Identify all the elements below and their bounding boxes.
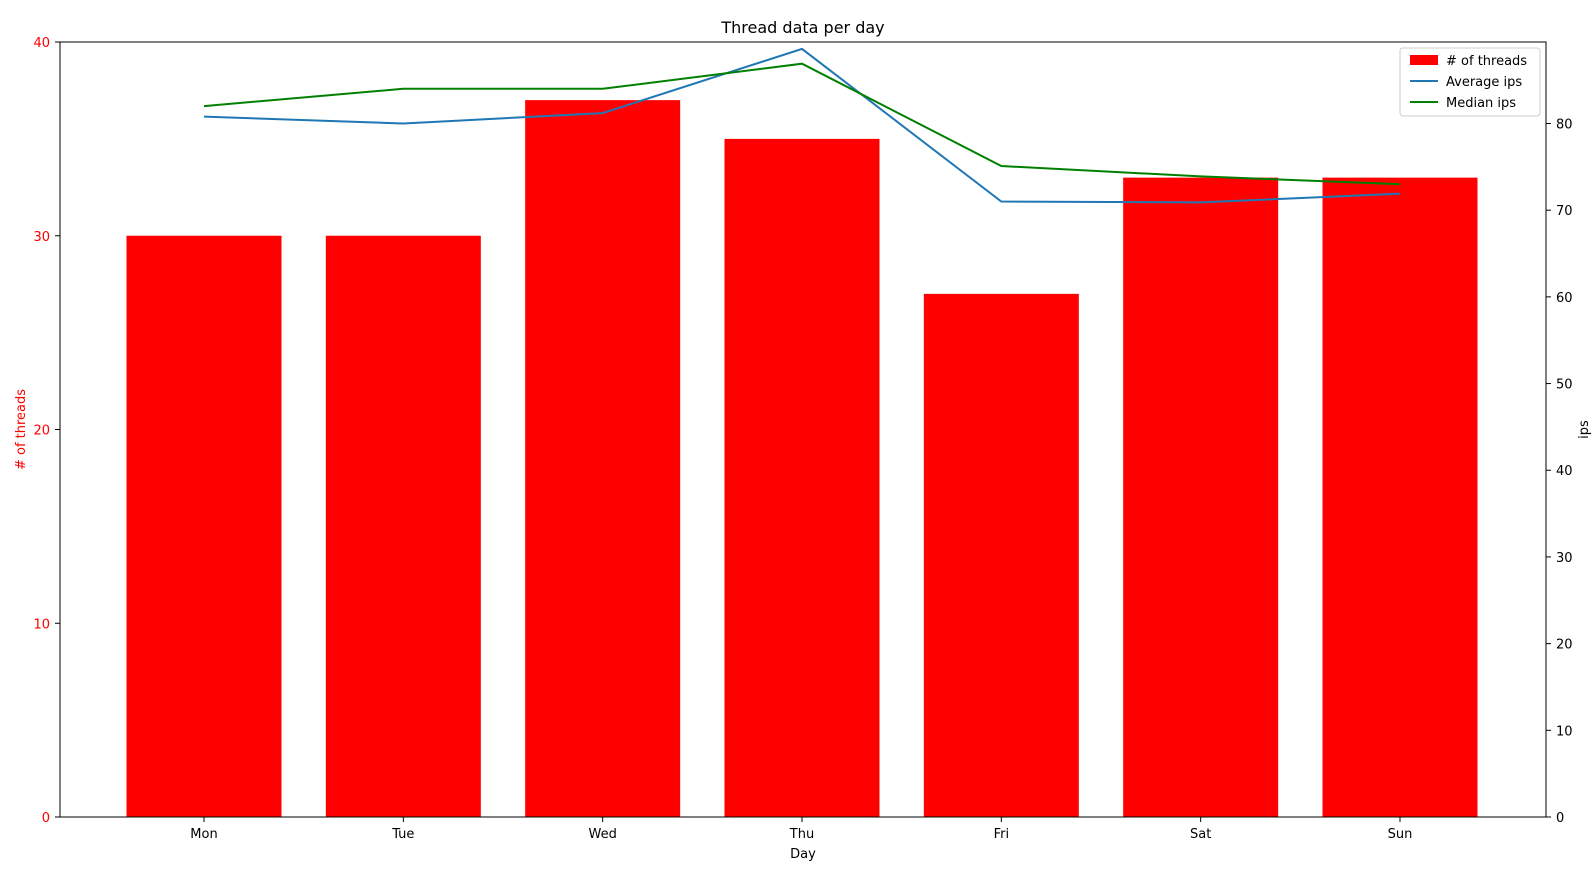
lines-layer <box>203 47 1401 204</box>
x-tick-label-thu: Thu <box>789 827 814 842</box>
x-tick-label-fri: Fri <box>994 827 1010 842</box>
y2-tick-label-80: 80 <box>1556 117 1573 132</box>
line-average-ips <box>203 47 1401 204</box>
bar-sun <box>1322 177 1478 817</box>
x-axis: Mon Tue Wed Thu Fri Sat Sun <box>190 817 1412 842</box>
bar-fri <box>923 293 1079 817</box>
legend-label-threads: # of threads <box>1446 54 1527 69</box>
y-tick-label-10: 10 <box>33 617 50 632</box>
y2-tick-label-20: 20 <box>1556 638 1573 653</box>
y2-tick-label-0: 0 <box>1556 811 1564 826</box>
x-tick-label-sat: Sat <box>1190 827 1211 842</box>
x-axis-label: Day <box>790 847 816 862</box>
legend-swatch-threads <box>1410 55 1438 65</box>
y2-tick-label-70: 70 <box>1556 204 1573 219</box>
line-median-ips <box>203 62 1401 186</box>
y2-tick-label-40: 40 <box>1556 464 1573 479</box>
y-tick-label-0: 0 <box>42 811 50 826</box>
bar-tue <box>325 235 481 817</box>
y2-tick-label-30: 30 <box>1556 551 1573 566</box>
bar-thu <box>724 138 880 817</box>
y2-tick-label-60: 60 <box>1556 291 1573 306</box>
x-tick-label-wed: Wed <box>588 827 616 842</box>
y-axis-left: 0 10 20 30 40 <box>33 36 60 826</box>
y-tick-label-30: 30 <box>33 230 50 245</box>
y2-tick-label-50: 50 <box>1556 378 1573 393</box>
bars-layer <box>126 100 1478 817</box>
legend: # of threads Average ips Median ips <box>1399 47 1541 117</box>
legend-label-average: Average ips <box>1446 75 1522 90</box>
y-axis-label: # of threads <box>14 389 29 470</box>
y-axis-right: 0 10 20 30 40 50 60 70 80 <box>1546 117 1573 826</box>
y-tick-label-20: 20 <box>33 424 50 439</box>
x-tick-label-sun: Sun <box>1388 827 1413 842</box>
x-tick-label-tue: Tue <box>391 827 414 842</box>
bar-sat <box>1123 177 1279 817</box>
chart-title: Thread data per day <box>720 18 884 37</box>
legend-label-median: Median ips <box>1446 96 1516 111</box>
y2-axis-label: ips <box>1577 420 1592 439</box>
y-tick-label-40: 40 <box>33 36 50 51</box>
bar-wed <box>525 100 681 817</box>
y2-tick-label-10: 10 <box>1556 724 1573 739</box>
x-tick-label-mon: Mon <box>190 827 217 842</box>
bar-mon <box>126 235 282 817</box>
